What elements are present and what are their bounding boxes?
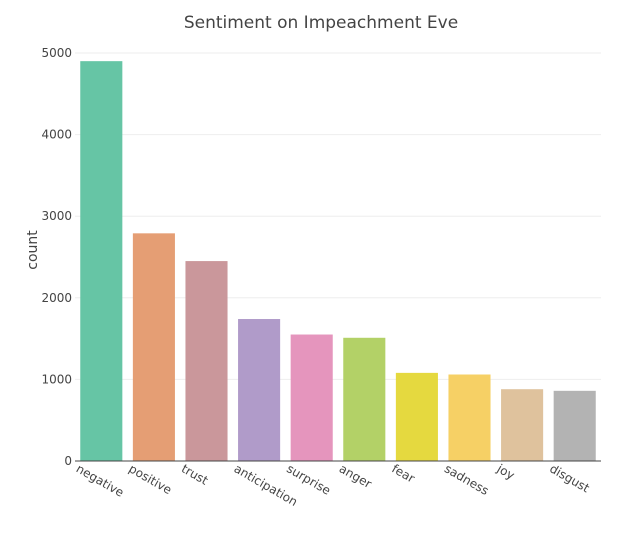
y-tick-label: 5000: [41, 46, 72, 60]
bar-surprise: [290, 334, 333, 461]
y-tick-label: 4000: [41, 128, 72, 142]
bars: [80, 61, 596, 461]
x-tick-label: joy: [494, 461, 517, 483]
bar-joy: [501, 389, 544, 461]
y-tick-labels: 0 1000 2000 3000 4000 5000: [41, 46, 72, 468]
bar-negative: [80, 61, 123, 461]
y-axis-title: count: [25, 230, 41, 270]
x-tick-label: trust: [179, 461, 211, 487]
bar-sadness: [448, 374, 491, 461]
bar-anticipation: [238, 319, 281, 461]
bar-disgust: [553, 390, 596, 461]
x-tick-label: anger: [337, 461, 374, 491]
bar-positive: [132, 233, 175, 461]
x-tick-label: sadness: [442, 461, 491, 497]
x-tick-label: fear: [389, 461, 417, 485]
bar-fear: [395, 372, 438, 461]
y-tick-label: 2000: [41, 291, 72, 305]
x-tick-label: positive: [126, 461, 174, 497]
bar-anger: [343, 337, 386, 461]
y-tick-label: 3000: [41, 209, 72, 223]
bar-trust: [185, 261, 228, 461]
x-tick-label: negative: [74, 461, 126, 499]
y-tick-label: 0: [64, 454, 72, 468]
y-tick-label: 1000: [41, 372, 72, 386]
x-tick-labels: negative positive trust anticipationsurpris…: [74, 461, 592, 509]
x-tick-label: disgust: [547, 461, 592, 495]
chart-title: Sentiment on Impeachment Eve: [184, 13, 458, 33]
